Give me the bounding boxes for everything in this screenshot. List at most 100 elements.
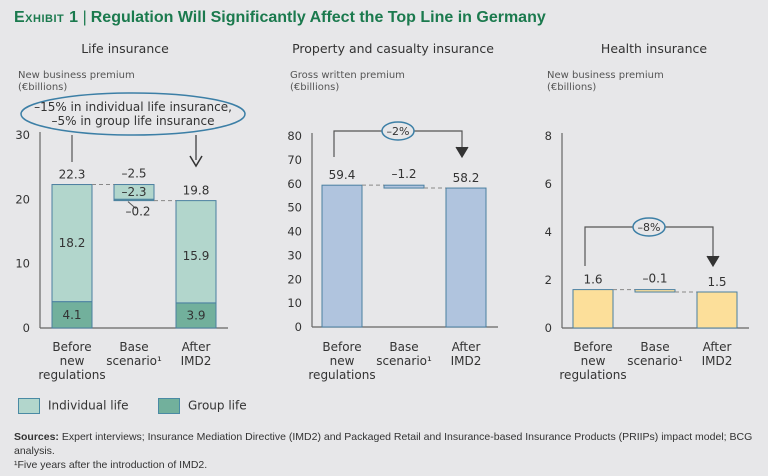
x-category-label: IMD2	[451, 354, 482, 368]
legend-swatch-individual-life	[18, 398, 40, 414]
title-separator: |	[82, 9, 87, 26]
total-label-after: 19.8	[183, 184, 210, 198]
bar-before-individual-life	[51, 184, 93, 303]
arrow-down-icon	[455, 146, 469, 159]
y-tick-label: 20	[287, 272, 302, 286]
panel-title-health: Health insurance	[601, 41, 707, 56]
x-category-label: After	[182, 340, 211, 354]
annotation-text: –5% in group life insurance	[51, 114, 214, 128]
annotation-text: –15% in individual life insurance,	[34, 100, 232, 114]
y-axis-label: (€billions)	[547, 82, 596, 93]
sources-note: Sources: Expert interviews; Insurance Me…	[14, 430, 754, 458]
x-category-label: Base	[640, 340, 669, 354]
x-category-label: new	[581, 354, 606, 368]
x-category-label: regulations	[308, 368, 375, 382]
sources-text: Expert interviews; Insurance Mediation D…	[14, 431, 753, 457]
y-tick-label: 70	[287, 153, 302, 167]
bar-base-change	[383, 184, 425, 189]
segment-label: 15.9	[183, 249, 210, 263]
y-tick-label: 30	[15, 128, 30, 142]
annotation-percent: –8%	[638, 221, 661, 234]
exhibit-number: Exhibit 1	[14, 9, 79, 26]
value-label-base: –0.1	[642, 272, 667, 286]
x-category-label: IMD2	[181, 354, 212, 368]
x-category-label: After	[703, 340, 732, 354]
segment-label: 18.2	[59, 236, 86, 250]
bar-base-change	[634, 289, 676, 293]
legend-label: Individual life	[48, 398, 129, 413]
legend-swatch-group-life	[158, 398, 180, 414]
y-tick-label: 8	[545, 129, 552, 143]
legend-group-life: Group life	[158, 398, 247, 414]
y-tick-label: 10	[15, 257, 30, 271]
value-label-base: –1.2	[391, 167, 416, 181]
y-tick-label: 30	[287, 248, 302, 262]
segment-label: –2.3	[121, 185, 146, 199]
x-category-label: regulations	[559, 368, 626, 382]
arrow-down-icon	[706, 255, 720, 268]
x-category-label: scenario¹	[627, 354, 683, 368]
x-category-label: Base	[119, 340, 148, 354]
footnote-1: ¹Five years after the introduction of IM…	[14, 459, 208, 471]
value-label-before: 59.4	[329, 168, 356, 182]
y-tick-label: 4	[545, 225, 552, 239]
bar-after	[696, 291, 738, 329]
bar-before	[572, 289, 614, 329]
x-category-label: IMD2	[702, 354, 733, 368]
bar-after-group-life	[175, 302, 217, 329]
panel-title-pc: Property and casualty insurance	[292, 41, 494, 56]
exhibit-title: Exhibit 1 | Regulation Will Significantly …	[14, 9, 546, 27]
y-tick-label: 20	[15, 192, 30, 206]
x-category-label: After	[452, 340, 481, 354]
value-label-before: 1.6	[583, 273, 602, 287]
bar-base-group-life	[113, 198, 155, 202]
leader-line	[127, 201, 137, 209]
annotation-ellipse	[381, 121, 415, 141]
y-tick-label: 2	[545, 273, 552, 287]
y-tick-label: 0	[295, 320, 302, 334]
y-tick-label: 80	[287, 129, 302, 143]
x-category-label: new	[330, 354, 355, 368]
y-axis-label: (€billions)	[18, 82, 67, 93]
sources-label: Sources:	[14, 431, 59, 443]
y-axis-label: (€billions)	[290, 82, 339, 93]
x-category-label: scenario¹	[106, 354, 162, 368]
bar-after-individual-life	[175, 200, 217, 304]
x-category-label: Base	[389, 340, 418, 354]
bar-before	[321, 184, 363, 328]
bar-after	[445, 187, 487, 328]
segment-label: 3.9	[186, 308, 205, 322]
x-category-label: Before	[322, 340, 361, 354]
x-category-label: new	[60, 354, 85, 368]
segment-label: –0.2	[125, 205, 150, 219]
panel-title-life: Life insurance	[81, 41, 169, 56]
x-category-label: regulations	[38, 368, 105, 382]
arrow-down-icon	[189, 155, 203, 168]
value-label-after: 58.2	[453, 171, 480, 185]
annotation-percent: –2%	[387, 125, 410, 138]
y-tick-label: 50	[287, 201, 302, 215]
footnotes: Sources: Expert interviews; Insurance Me…	[14, 430, 754, 472]
x-category-label: Before	[52, 340, 91, 354]
y-tick-label: 0	[23, 321, 30, 335]
x-category-label: Before	[573, 340, 612, 354]
legend-label: Group life	[188, 398, 247, 413]
exhibit-heading: Regulation Will Significantly Affect the…	[90, 9, 546, 26]
y-axis-label: New business premium	[547, 70, 664, 81]
annotation-ellipse	[632, 217, 666, 237]
annotation-ellipse	[20, 92, 246, 136]
value-label-after: 1.5	[707, 275, 726, 289]
y-tick-label: 6	[545, 177, 552, 191]
x-category-label: scenario¹	[376, 354, 432, 368]
y-tick-label: 10	[287, 296, 302, 310]
total-label-before: 22.3	[59, 168, 86, 182]
legend-individual-life: Individual life	[18, 398, 129, 414]
y-axis-label: New business premium	[18, 70, 135, 81]
y-tick-label: 40	[287, 225, 302, 239]
y-tick-label: 60	[287, 177, 302, 191]
y-axis-label: Gross written premium	[290, 70, 405, 81]
segment-label: 4.1	[62, 308, 81, 322]
y-tick-label: 0	[545, 321, 552, 335]
total-label-base: –2.5	[121, 167, 146, 181]
